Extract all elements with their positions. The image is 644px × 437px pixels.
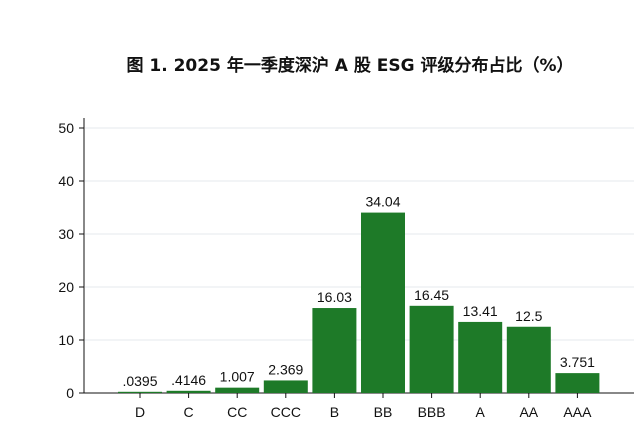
bar-c bbox=[166, 390, 211, 393]
chart-title: 图 1. 2025 年一季度深沪 A 股 ESG 评级分布占比（%） bbox=[126, 55, 573, 76]
x-tick-label-aaa: AAA bbox=[563, 404, 592, 420]
bar-ccc bbox=[263, 380, 308, 393]
bar-bbb bbox=[409, 305, 454, 393]
data-label-d: .0395 bbox=[122, 373, 157, 389]
data-label-cc: 1.007 bbox=[220, 369, 255, 385]
data-label-a: 13.41 bbox=[463, 303, 498, 319]
bar-bb bbox=[361, 212, 405, 393]
y-tick-label: 20 bbox=[58, 279, 74, 295]
y-tick-label: 30 bbox=[58, 226, 74, 242]
data-label-aaa: 3.751 bbox=[560, 354, 595, 370]
bar-a bbox=[458, 321, 503, 393]
bar-cc bbox=[215, 387, 260, 393]
x-tick-label-bb: BB bbox=[374, 404, 393, 420]
bar-b bbox=[312, 308, 357, 393]
y-tick-labels: 0 10 20 30 40 50 bbox=[58, 120, 74, 401]
x-tick-label-aa: AA bbox=[519, 404, 538, 420]
data-label-bbb: 16.45 bbox=[414, 287, 449, 303]
y-tick-label: 40 bbox=[58, 173, 74, 189]
x-tick-label-bbb: BBB bbox=[418, 404, 446, 420]
x-tick-labels: D C CC CCC B BB BBB A AA AAA bbox=[135, 404, 592, 420]
data-label-c: .4146 bbox=[171, 372, 206, 388]
y-tick-label: 50 bbox=[58, 120, 74, 136]
x-tick-label-c: C bbox=[184, 404, 194, 420]
x-tick-label-b: B bbox=[330, 404, 339, 420]
bar-aa bbox=[506, 326, 551, 393]
bar-aaa bbox=[555, 373, 600, 393]
data-labels: .0395 .4146 1.007 2.369 16.03 34.04 16.45 13.41… bbox=[122, 194, 595, 389]
data-label-ccc: 2.369 bbox=[268, 361, 303, 377]
data-label-aa: 12.5 bbox=[515, 308, 542, 324]
x-tick-label-cc: CC bbox=[227, 404, 247, 420]
bar-d bbox=[118, 391, 162, 393]
x-tick-label-ccc: CCC bbox=[271, 404, 301, 420]
data-label-b: 16.03 bbox=[317, 289, 352, 305]
y-tick-label: 0 bbox=[66, 385, 74, 401]
y-tick-label: 10 bbox=[58, 332, 74, 348]
bars bbox=[118, 212, 600, 393]
x-tick-label-a: A bbox=[476, 404, 486, 420]
x-tick-label-d: D bbox=[135, 404, 145, 420]
data-label-bb: 34.04 bbox=[365, 194, 400, 210]
grid-lines bbox=[85, 127, 634, 341]
